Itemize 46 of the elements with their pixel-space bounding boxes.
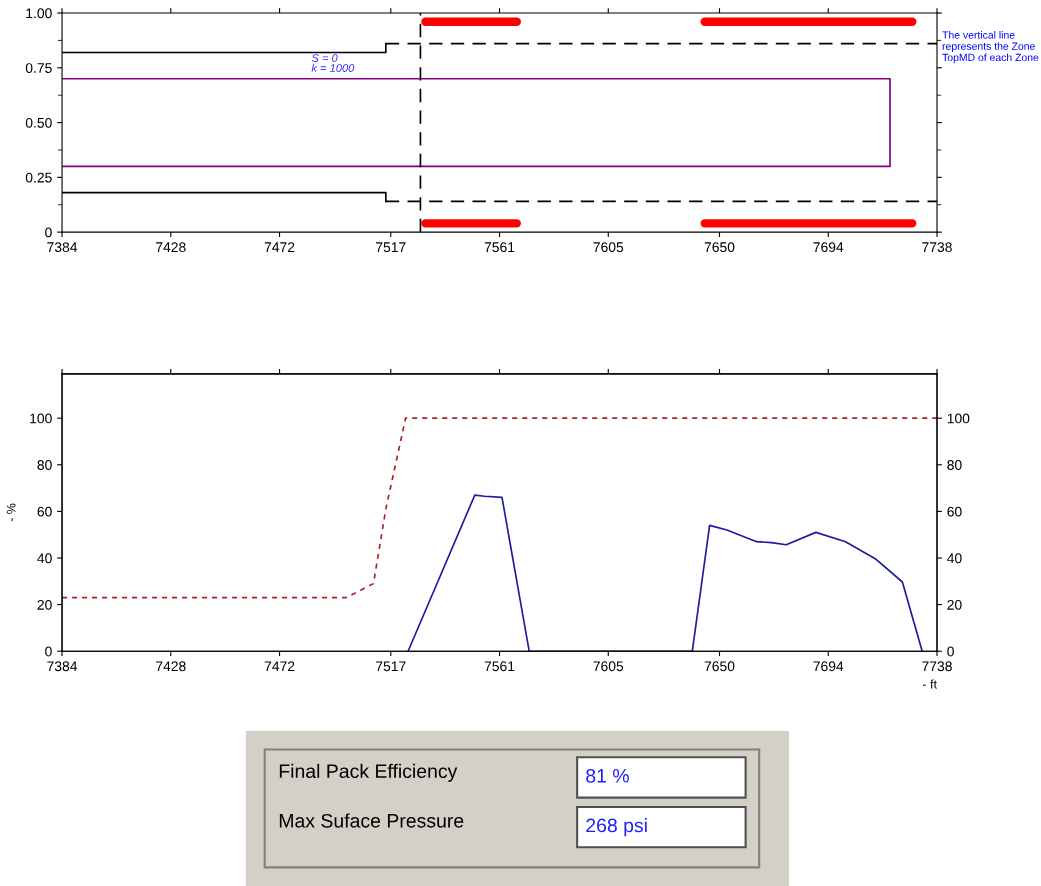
x-tick-label: 7605 [593, 242, 624, 253]
y-tick-label: 0 [45, 646, 52, 657]
x-tick-label: 7384 [47, 661, 78, 672]
x-tick-label: 7517 [376, 242, 406, 253]
annotation: k = 1000 [311, 63, 355, 72]
y-tick-label: 100 [30, 413, 52, 424]
y-axis-title: - % [6, 503, 16, 522]
x-tick-label: 7517 [376, 661, 406, 672]
y-tick-label: 0 [45, 227, 52, 238]
y-tick-label: 60 [37, 506, 52, 517]
annotation: S = 0 [311, 54, 338, 63]
x-tick-label: 7650 [704, 661, 735, 672]
x-tick-label: 7472 [264, 242, 295, 252]
text: 81 % [586, 768, 629, 783]
x-tick-label: 7605 [593, 661, 624, 672]
x-tick-label: 7472 [264, 661, 295, 671]
x-tick-label: 7428 [156, 661, 186, 672]
y-tick-label: 80 [37, 460, 52, 470]
y-tick-label: 0.25 [25, 172, 52, 183]
x-tick-label: 7694 [813, 661, 844, 672]
y2-tick-label: 100 [947, 413, 970, 424]
x-tick-label: 7650 [704, 242, 735, 253]
y2-tick-label: 80 [947, 460, 962, 470]
y-tick-label: 1.00 [26, 8, 52, 19]
x-tick-label: 7561 [484, 661, 515, 672]
text: Final Pack Efficiency [279, 763, 458, 782]
text: The vertical line represents the Zone TopMD of each Zone [942, 31, 1039, 64]
y2-tick-label: 60 [947, 506, 962, 517]
x-tick-label: 7738 [922, 661, 952, 672]
line-series [62, 417, 937, 599]
x-tick-label: 7384 [47, 242, 78, 253]
y2-tick-label: 40 [947, 553, 962, 564]
y2-tick-label: 0 [947, 646, 954, 657]
x-tick-label: 7561 [484, 242, 515, 253]
text: Max Suface Pressure [279, 813, 464, 828]
text: 268 psi [586, 818, 647, 837]
x-axis-title: - ft [922, 679, 937, 689]
y-tick-label: 40 [37, 553, 52, 564]
y-tick-label: 0.75 [25, 63, 52, 73]
x-tick-label: 7694 [813, 242, 844, 253]
x-tick-label: 7428 [156, 242, 186, 253]
y-tick-label: 20 [37, 599, 52, 610]
y2-tick-label: 20 [947, 599, 962, 610]
y-tick-label: 0.50 [25, 117, 52, 128]
x-tick-label: 7738 [922, 242, 952, 253]
line-series [407, 494, 924, 652]
